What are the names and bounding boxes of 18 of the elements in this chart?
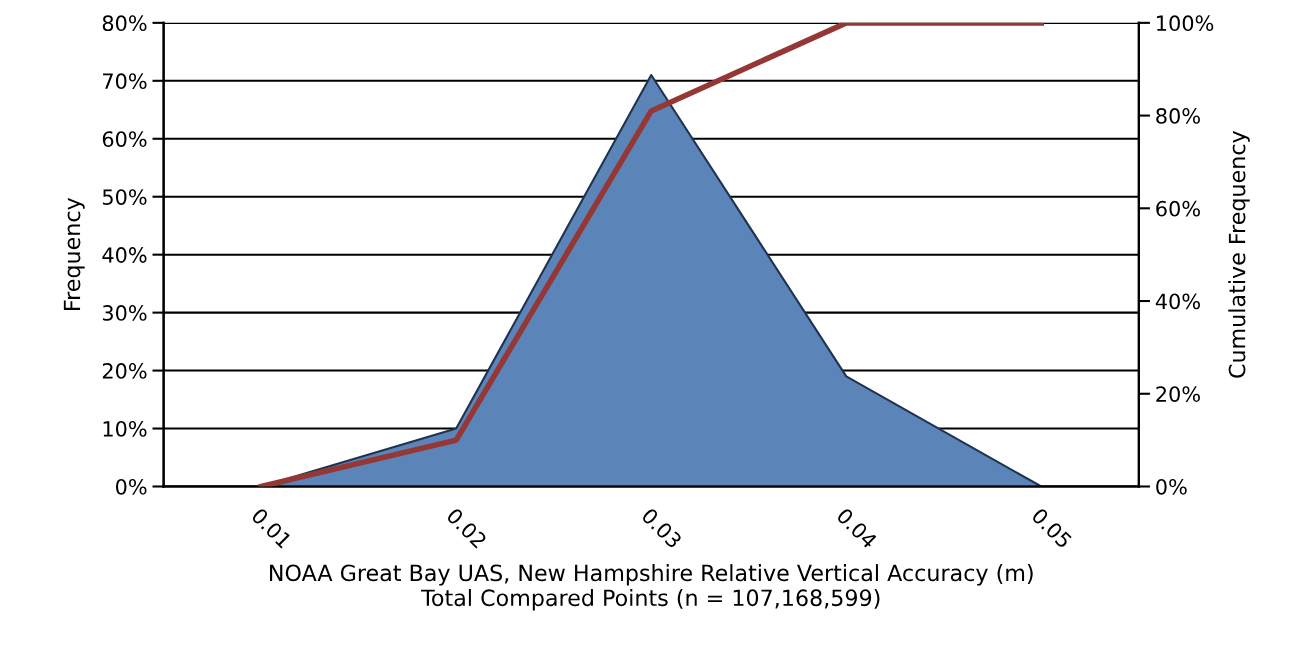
y2-tick-label: 40% [1155,293,1200,310]
y2-tick-label: 0% [1156,478,1187,495]
y2-axis-title: Cumulative Frequency [1228,130,1250,378]
y2-tick-label: 60% [1156,200,1200,217]
y2-tick-label: 100% [1157,15,1214,32]
y-tick-label: 30% [102,305,147,321]
y-tick-label: 80% [102,15,147,32]
y-axis-title: Frequency [63,197,85,310]
y2-tick-label: 20% [1156,386,1200,402]
x-axis-title: NOAA Great Bay UAS, New Hampshire Relative Vertical Accuracy (m) Total Compared Points (n = 107,168,599) [270,564,1033,611]
y-tick-label: 10% [103,420,147,437]
y-tick-label: 60% [102,131,147,147]
y2-tick-label: 80% [1156,108,1200,124]
y-tick-label: 40% [102,247,147,263]
y-tick-label: 0% [115,478,147,495]
y-tick-label: 70% [103,73,147,90]
y-tick-label: 50% [102,189,147,205]
y-tick-label: 20% [102,363,147,379]
